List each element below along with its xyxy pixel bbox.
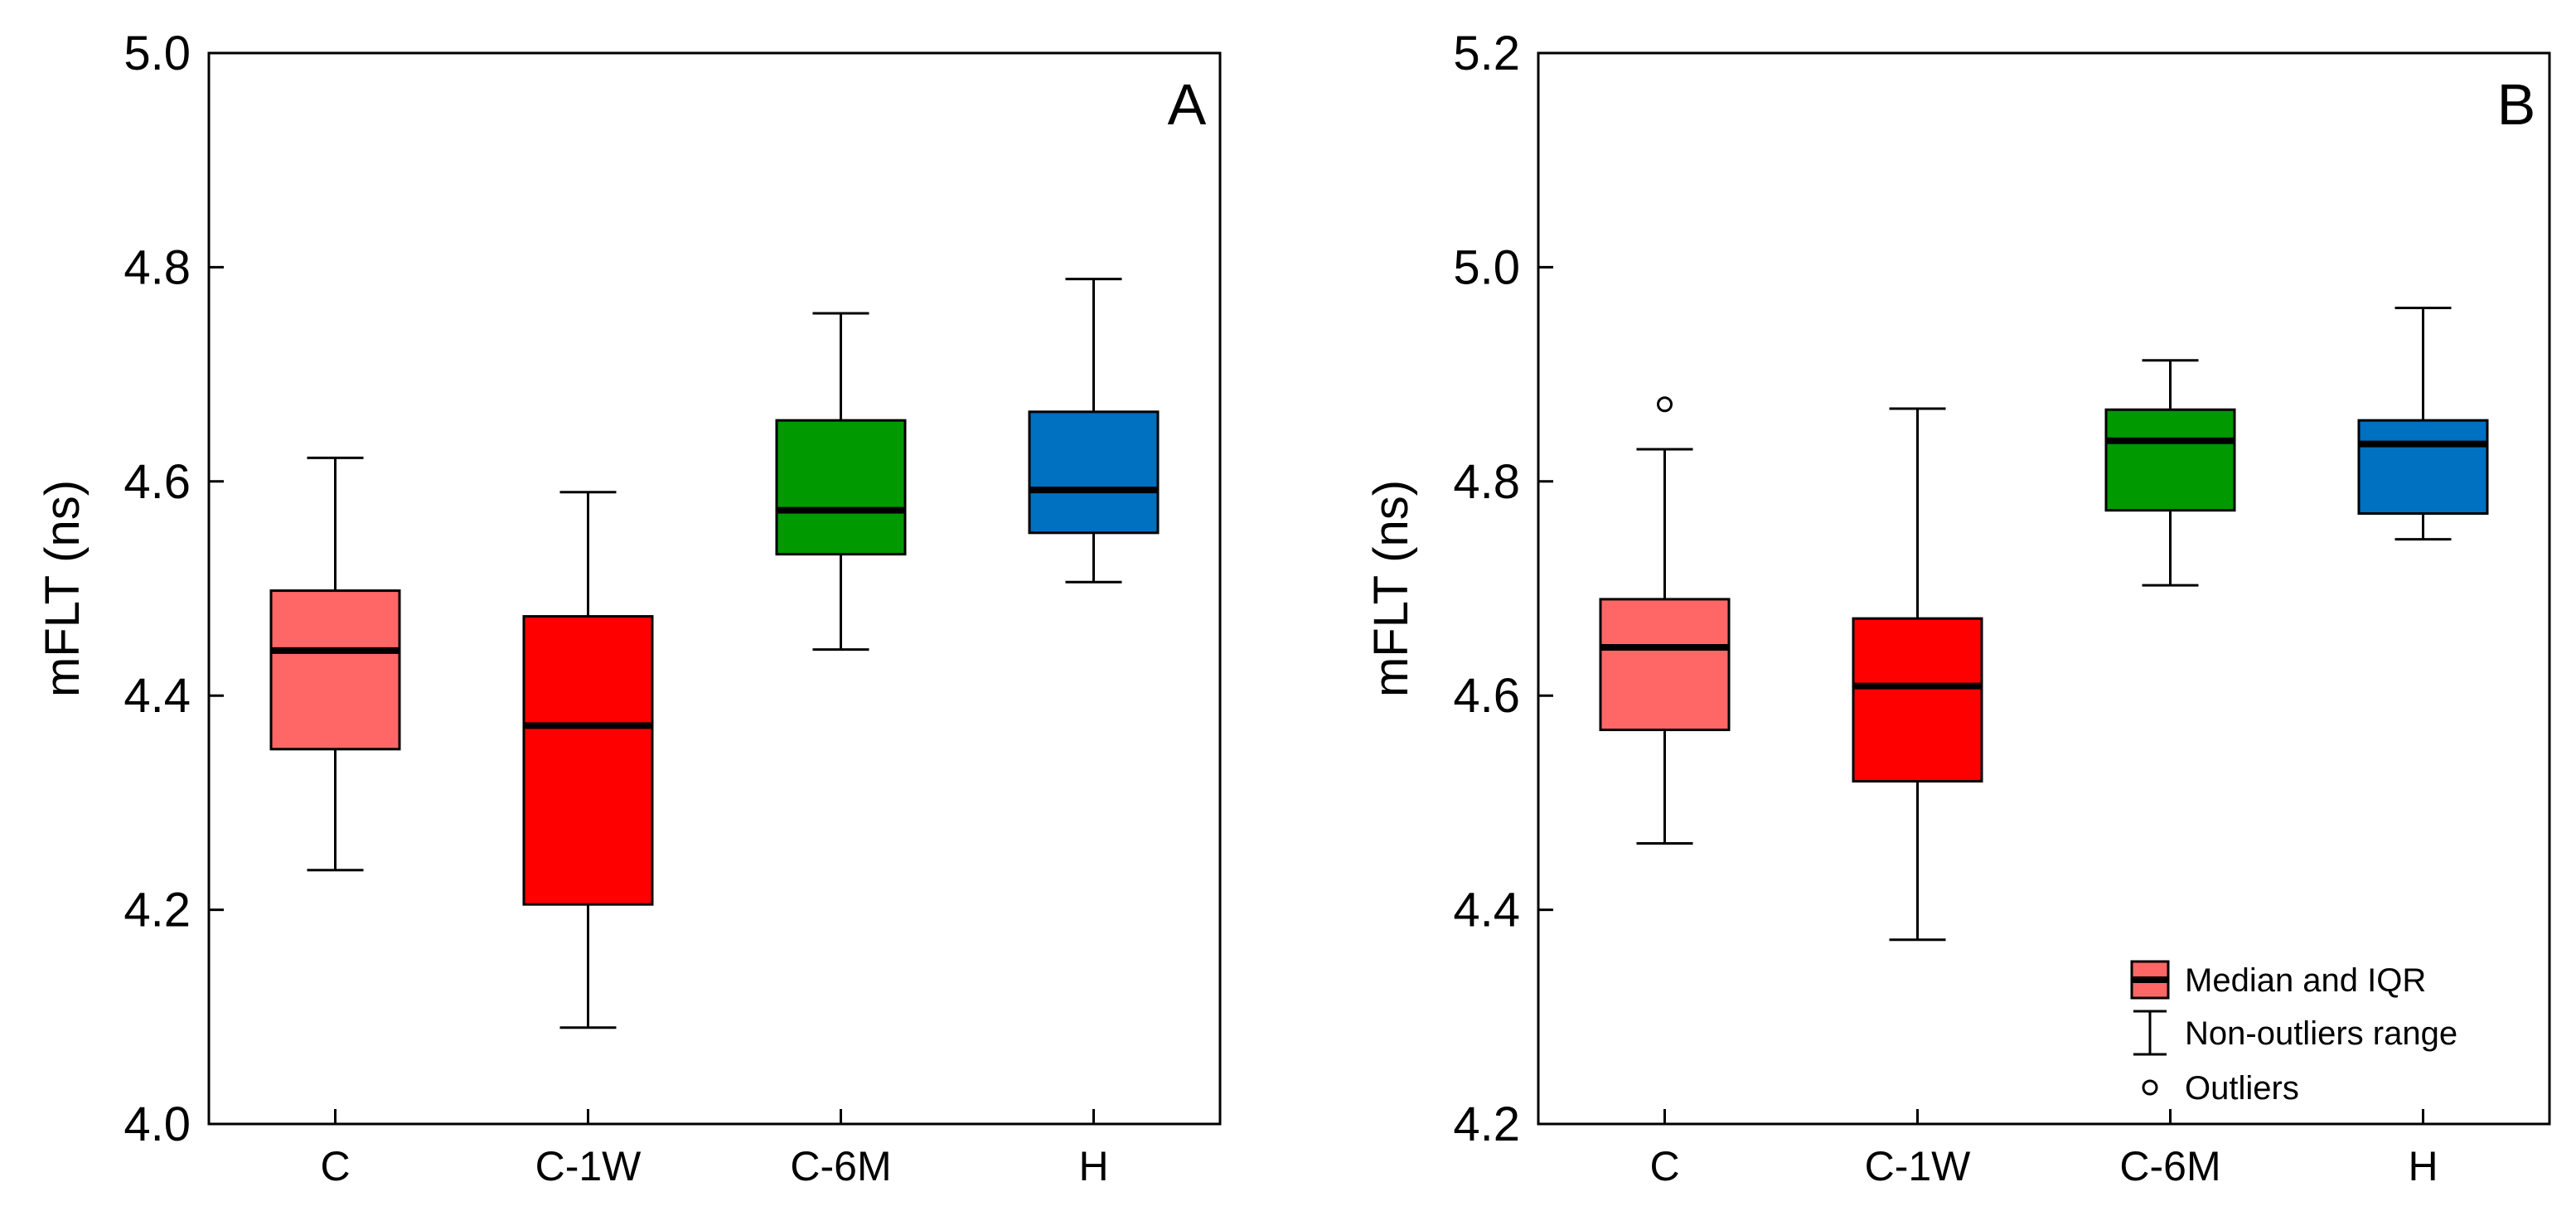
panel-a-x-tick-label: C-1W [535,1143,642,1189]
panel-a-label: A [1168,72,1207,137]
legend-outlier-marker [2142,1079,2158,1096]
panel-b-box-h [2357,306,2489,541]
panel-b: mFLT (ns) B Median and IQR Non-outliers … [1364,27,2551,1189]
iqr-box [2357,419,2489,516]
iqr-box [522,615,654,906]
panel-b-x-tick-label: C-1W [1865,1143,1972,1189]
panel-b-y-axis-title: mFLT (ns) [1364,480,1418,697]
panel-a-y-tick-label: 4.2 [123,884,191,937]
legend-outliers-label: Outliers [2185,1070,2299,1107]
panel-a-x-tick-label: H [1078,1143,1108,1189]
panel-a-y-tick-label: 4.4 [123,669,191,723]
panel-a-y-tick-label: 5.0 [123,27,191,80]
panel-b-x-tick-label: H [2408,1143,2438,1189]
panel-b-y-tick-label: 5.2 [1453,27,1520,80]
panel-a-y-tick-label: 4.0 [123,1097,191,1151]
panel-b-box-c-1w [1852,407,1983,942]
panel-a-y-axis-title: mFLT (ns) [36,480,90,697]
legend-non-outliers-label: Non-outliers range [2185,1015,2457,1052]
iqr-box [1852,617,1983,783]
panel-a-frame [207,51,1222,1126]
panel-a-x-tick-label: C-6M [790,1143,891,1189]
panel-b-x-tick-label: C-6M [2119,1143,2220,1189]
panel-b-label: B [2497,72,2536,137]
legend-median-iqr-label: Median and IQR [2185,962,2426,999]
panel-a-box-c-1w [522,491,654,1029]
outlier-point [1657,396,1673,413]
panel-a-y-tick-label: 4.6 [123,455,191,509]
panel-b-box-c [1599,396,1731,845]
iqr-box [1599,598,1731,732]
panel-b-y-tick-label: 4.4 [1453,884,1520,937]
panel-b-y-tick-label: 5.0 [1453,240,1520,294]
iqr-box [1028,410,1160,535]
panel-b-y-tick-label: 4.8 [1453,455,1520,509]
panel-a-box-h [1028,278,1160,584]
panel-b-box-c-6m [2104,359,2236,587]
legend: Median and IQR Non-outliers range Outlie… [2130,960,2457,1107]
panel-a: mFLT (ns) A 4.0 4.2 4.4 4.6 4.8 5.0 C C-1W C-6M H [36,27,1222,1189]
panel-b-y-tick-label: 4.6 [1453,669,1520,723]
iqr-box [269,589,401,751]
panel-b-x-tick-label: C [1649,1143,1679,1189]
iqr-box [775,419,907,556]
panel-a-box-c-6m [775,312,907,652]
panel-b-frame [1537,51,2551,1126]
panel-a-box-c [269,456,401,872]
panel-a-y-tick-label: 4.8 [123,240,191,294]
panel-b-y-tick-label: 4.2 [1453,1097,1520,1151]
iqr-box [2104,408,2236,512]
panel-a-x-tick-label: C [320,1143,350,1189]
